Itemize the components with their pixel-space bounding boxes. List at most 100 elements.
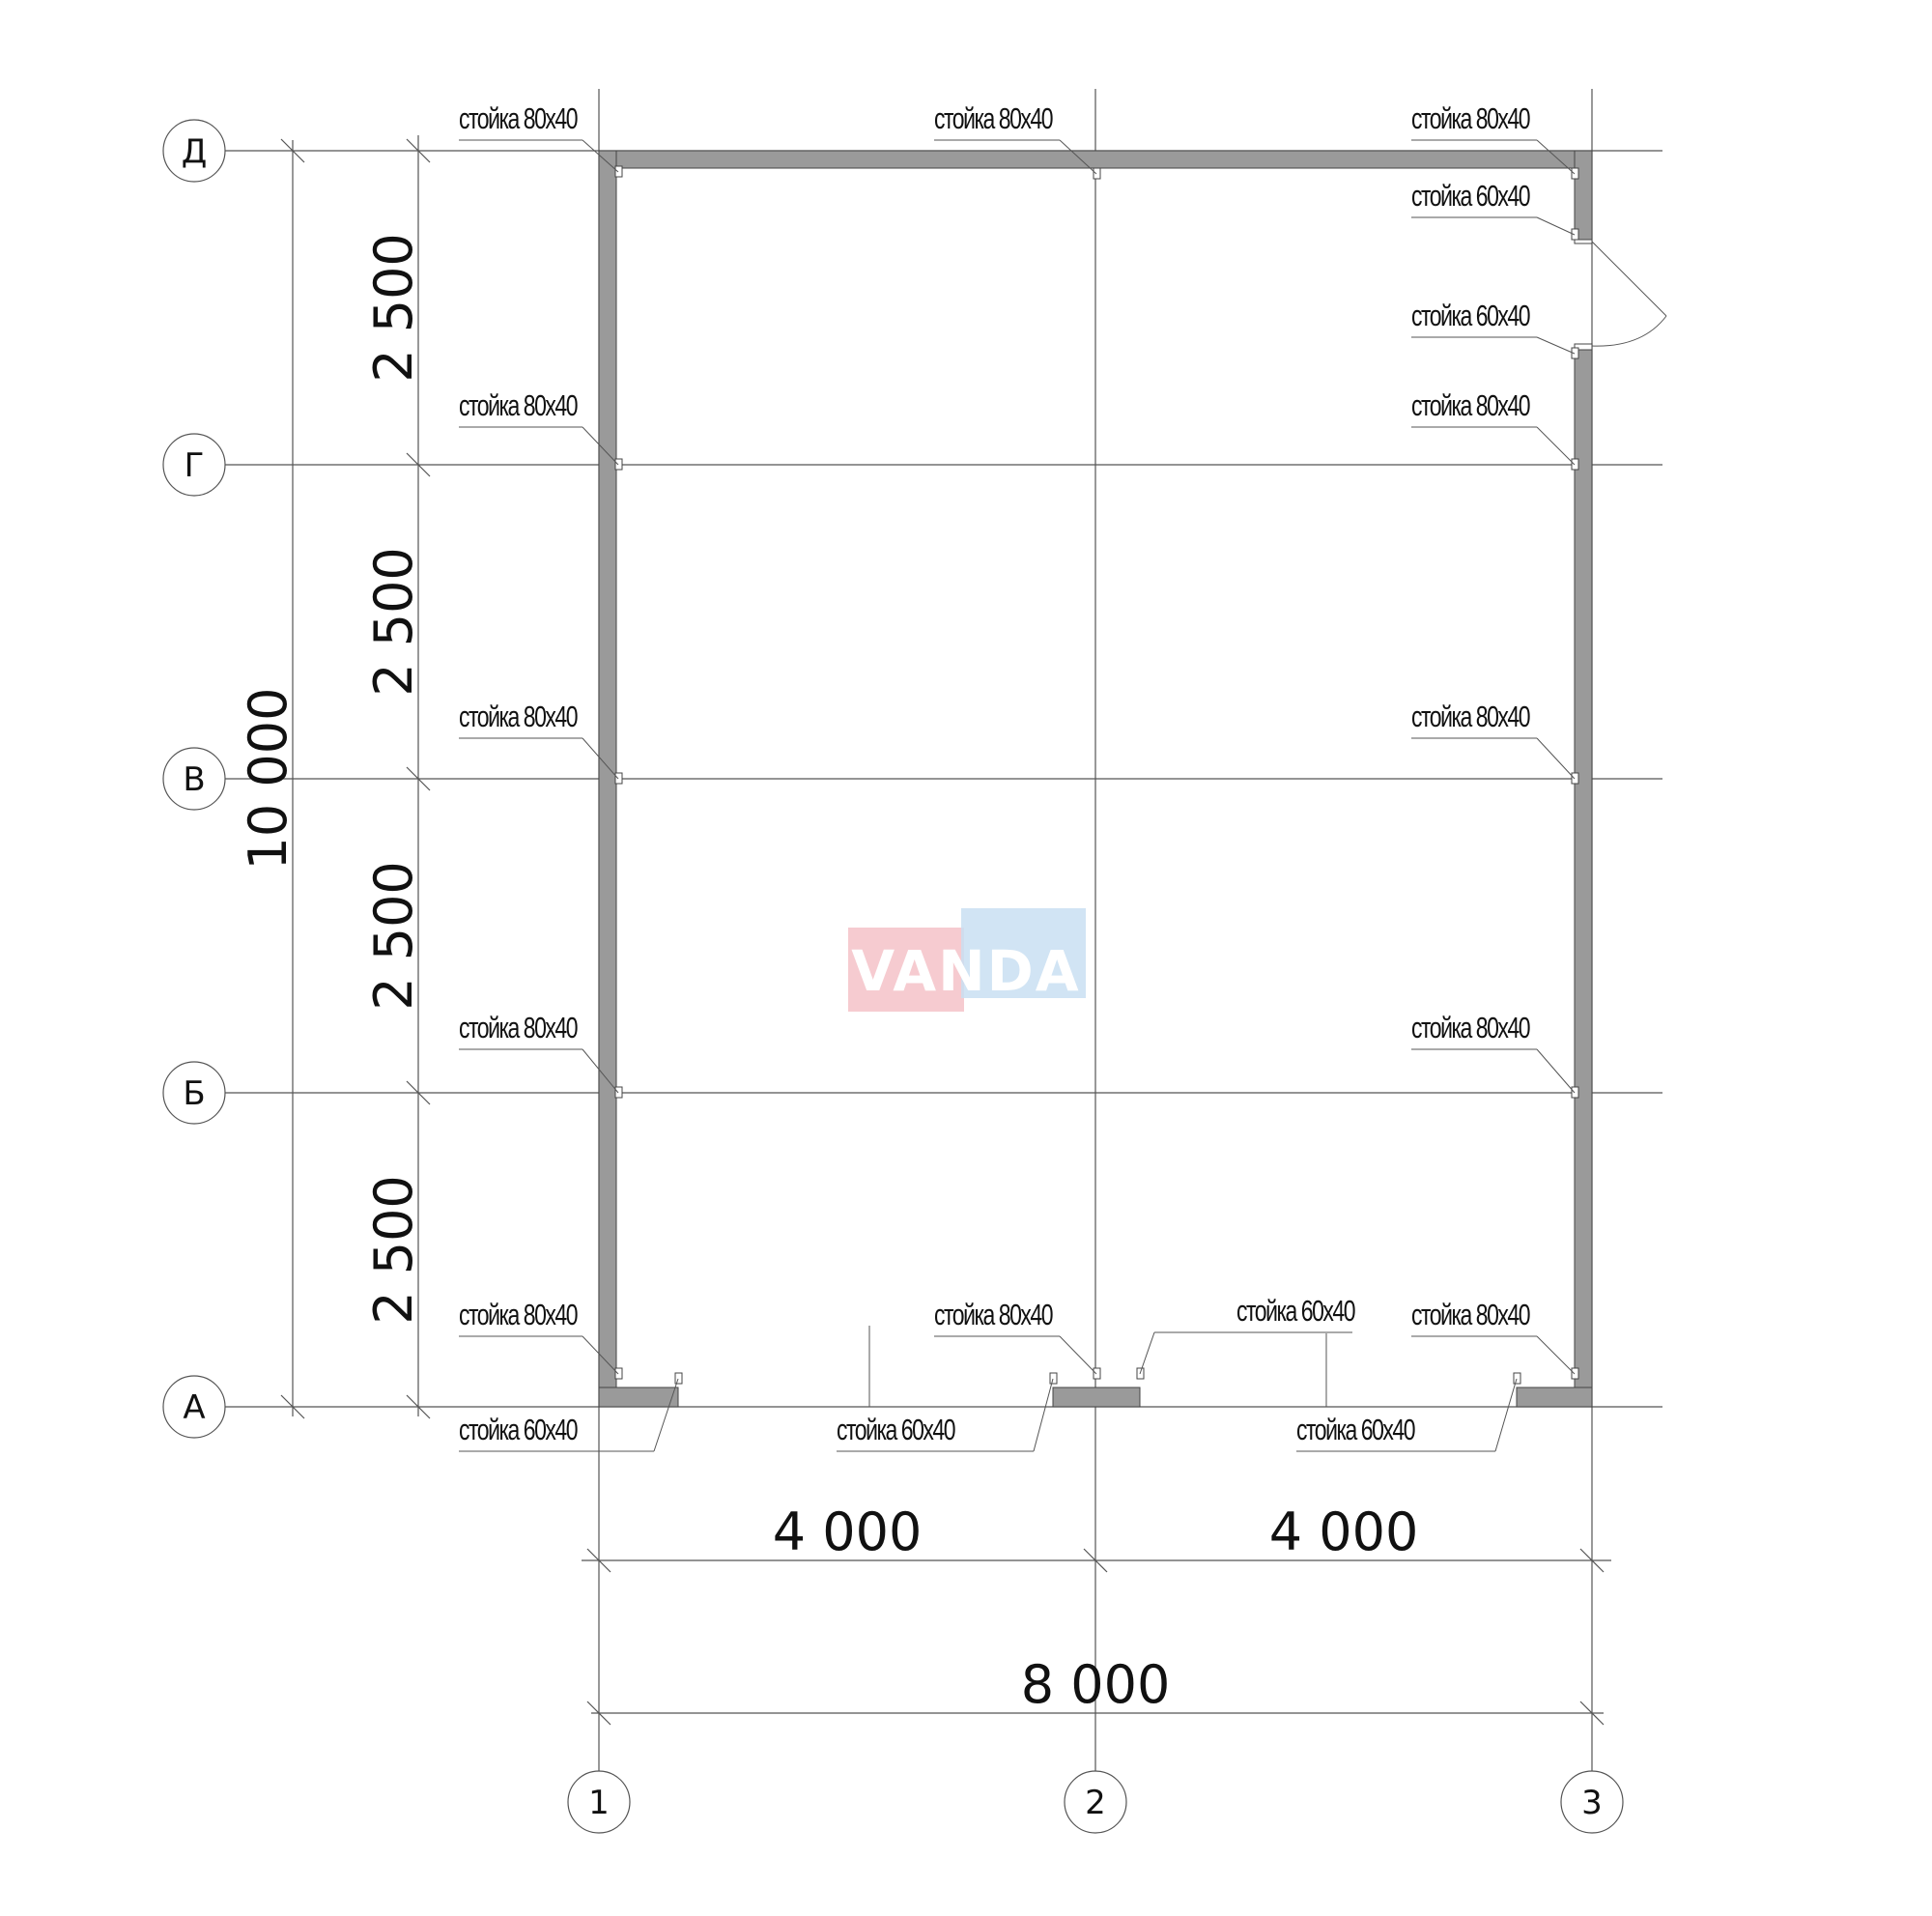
walls xyxy=(598,150,1593,1408)
label-leader-line xyxy=(1536,139,1576,175)
post-label: стойка 80х40 xyxy=(1411,700,1530,733)
label-leader-line xyxy=(1536,216,1576,236)
wall-bottom-right xyxy=(1516,1387,1593,1408)
axis-bubble-row xyxy=(162,1375,226,1439)
axis-bubble-row xyxy=(162,433,226,497)
label-leader-line xyxy=(1139,1331,1155,1375)
post-label: стойка 80х40 xyxy=(1411,388,1530,422)
wall-left xyxy=(598,150,617,1408)
post-label: стойка 80х40 xyxy=(934,101,1053,135)
post-marker xyxy=(1571,1086,1579,1099)
post-marker xyxy=(614,165,623,178)
label-leader-line xyxy=(582,1048,619,1094)
post-marker xyxy=(614,458,623,471)
label-leader-line xyxy=(1536,1335,1576,1375)
axis-bubble-row xyxy=(162,747,226,811)
label-leader-line xyxy=(582,1335,619,1375)
label-leader-line xyxy=(1536,1048,1576,1094)
post-marker xyxy=(1571,347,1579,359)
dimension-tick xyxy=(1083,1548,1108,1573)
post-label: стойка 60х40 xyxy=(1411,299,1530,332)
label-leader-line xyxy=(653,1378,679,1452)
post-marker xyxy=(1093,167,1101,180)
door-jamb xyxy=(1574,343,1593,351)
wall-bottom-middle xyxy=(1052,1387,1141,1408)
axis-label-row: В xyxy=(183,760,205,799)
label-leader-line xyxy=(582,426,619,466)
label-leader-line xyxy=(582,139,619,173)
post-marker xyxy=(614,1086,623,1099)
dimension-text-row: 2 500 xyxy=(363,233,424,383)
dimension-tick xyxy=(406,766,431,791)
watermark-logo: VANDA xyxy=(848,908,1086,1012)
dimension-text-column: 4 000 xyxy=(1269,1501,1419,1562)
dimension-tick xyxy=(406,452,431,477)
dimension-tick xyxy=(586,1701,611,1726)
label-leader-line xyxy=(1059,1335,1097,1375)
post-marker xyxy=(1571,228,1579,241)
label-leader-line xyxy=(582,737,619,780)
door-swing-arc xyxy=(1591,315,1667,347)
post-label: стойка 60х40 xyxy=(1411,179,1530,213)
post-label: стойка 80х40 xyxy=(1411,1011,1530,1044)
axis-bubble-column xyxy=(1064,1770,1127,1834)
axis-label-row: А xyxy=(183,1388,205,1427)
axis-label-row: Г xyxy=(185,446,205,485)
axis-label-row: Б xyxy=(183,1074,205,1113)
dimension-tick xyxy=(406,138,431,163)
post-marker xyxy=(1571,772,1579,785)
axis-bubble-row xyxy=(162,1061,226,1125)
dimension-text-total-height: 10 000 xyxy=(238,688,298,871)
post-marker xyxy=(1571,167,1579,180)
post-label: стойка 80х40 xyxy=(459,1011,578,1044)
post-label: стойка 80х40 xyxy=(459,388,578,422)
dimension-text-row: 2 500 xyxy=(363,861,424,1011)
post-marker xyxy=(674,1372,683,1385)
axis-bubble-column xyxy=(567,1770,631,1834)
dimension-tick xyxy=(280,1394,305,1419)
label-leader-line xyxy=(1494,1378,1518,1452)
axis-label-row: Д xyxy=(182,132,208,171)
wall-right-lower xyxy=(1574,349,1593,1408)
dimension-text-row: 2 500 xyxy=(363,547,424,697)
post-label: стойка 60х40 xyxy=(837,1413,955,1446)
wall-right-upper xyxy=(1574,150,1593,241)
post-marker xyxy=(1093,1367,1101,1380)
dimension-tick xyxy=(280,138,305,163)
axis-label-column: 3 xyxy=(1581,1784,1603,1822)
dimension-tick xyxy=(586,1548,611,1573)
door-leaf-line xyxy=(1591,241,1667,317)
post-label: стойка 80х40 xyxy=(934,1298,1053,1331)
dimension-text-total-width: 8 000 xyxy=(1021,1654,1171,1715)
dimension-tick xyxy=(1579,1701,1605,1726)
axis-label-column: 1 xyxy=(588,1784,610,1822)
dimension-lines: 2 500 2 500 2 500 2 500 10 000 4 000 4 000 8 00… xyxy=(238,135,1611,1726)
label-leader-line xyxy=(1059,139,1097,175)
axis-label-column: 2 xyxy=(1085,1784,1106,1822)
post-label: стойка 60х40 xyxy=(459,1413,578,1446)
label-leader-line xyxy=(1536,426,1576,466)
post-marker xyxy=(1513,1372,1521,1385)
watermark-left-block xyxy=(848,928,964,1012)
post-marker xyxy=(614,772,623,785)
post-label: стойка 80х40 xyxy=(1411,1298,1530,1331)
wall-bottom-left xyxy=(598,1387,679,1408)
post-label: стойка 80х40 xyxy=(459,101,578,135)
post-marker xyxy=(1571,458,1579,471)
label-leader-line xyxy=(1536,336,1576,355)
post-labels: стойка 80х40 стойка 80х40 стойка 80х40 стой… xyxy=(459,101,1576,1452)
label-leader-line xyxy=(1536,737,1576,780)
axis-bubble-row xyxy=(162,119,226,183)
post-marker xyxy=(1049,1372,1058,1385)
post-marker xyxy=(614,1367,623,1380)
door-swing xyxy=(1591,241,1667,347)
post-label: стойка 80х40 xyxy=(1411,101,1530,135)
dimension-text-row: 2 500 xyxy=(363,1175,424,1325)
wall-top xyxy=(598,150,1593,169)
axis-bubble-column xyxy=(1560,1770,1624,1834)
dimension-tick xyxy=(406,1080,431,1105)
axis-markers: Д Г В Б А 1 2 3 xyxy=(162,119,1624,1834)
post-marker xyxy=(1571,1367,1579,1380)
label-leader-line xyxy=(1033,1378,1054,1452)
